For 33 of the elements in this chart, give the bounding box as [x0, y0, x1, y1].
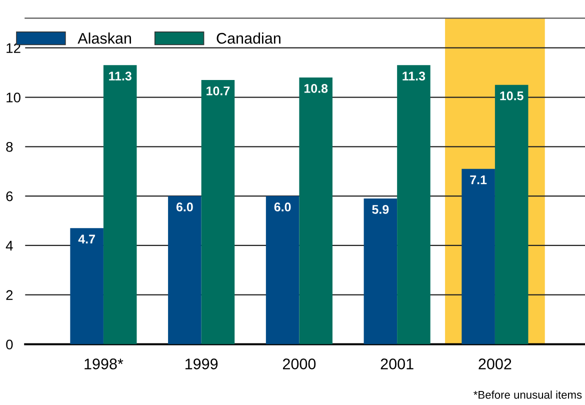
text: 10.8	[304, 84, 328, 93]
x-tick-label: 2002	[478, 358, 512, 370]
text: 6.0	[274, 202, 291, 212]
text: 10.7	[206, 86, 230, 96]
text: 10.5	[500, 91, 524, 100]
y-tick-label: 0	[6, 340, 13, 350]
y-tick-label: 4	[6, 240, 13, 250]
bar	[70, 228, 104, 344]
legend-label: Alaskan	[78, 32, 131, 44]
y-tick-label: 8	[6, 142, 13, 152]
bar	[266, 196, 300, 344]
bar	[364, 198, 398, 344]
text: 6.0	[176, 202, 193, 212]
y-tick-label: 6	[6, 191, 13, 202]
x-tick-label: 2000	[282, 358, 316, 370]
x-tick-label: 2001	[380, 358, 414, 370]
x-tick-label: 1998*	[84, 358, 124, 370]
legend-label: Canadian	[216, 32, 280, 44]
y-tick-label: 10	[6, 92, 20, 102]
text: *Before unusual items	[474, 390, 582, 399]
bar	[462, 168, 495, 344]
text: 4.7	[78, 234, 95, 244]
text: 7.1	[470, 176, 487, 184]
text: 11.3	[402, 72, 426, 81]
bar	[397, 65, 430, 344]
y-tick-label: 2	[6, 290, 13, 300]
bar	[299, 78, 332, 344]
bar	[168, 196, 202, 344]
bar	[201, 80, 235, 344]
x-tick-label: 1999	[186, 358, 218, 370]
text: 11.3	[109, 72, 132, 81]
text: 5.9	[372, 205, 389, 214]
bar	[103, 65, 137, 344]
